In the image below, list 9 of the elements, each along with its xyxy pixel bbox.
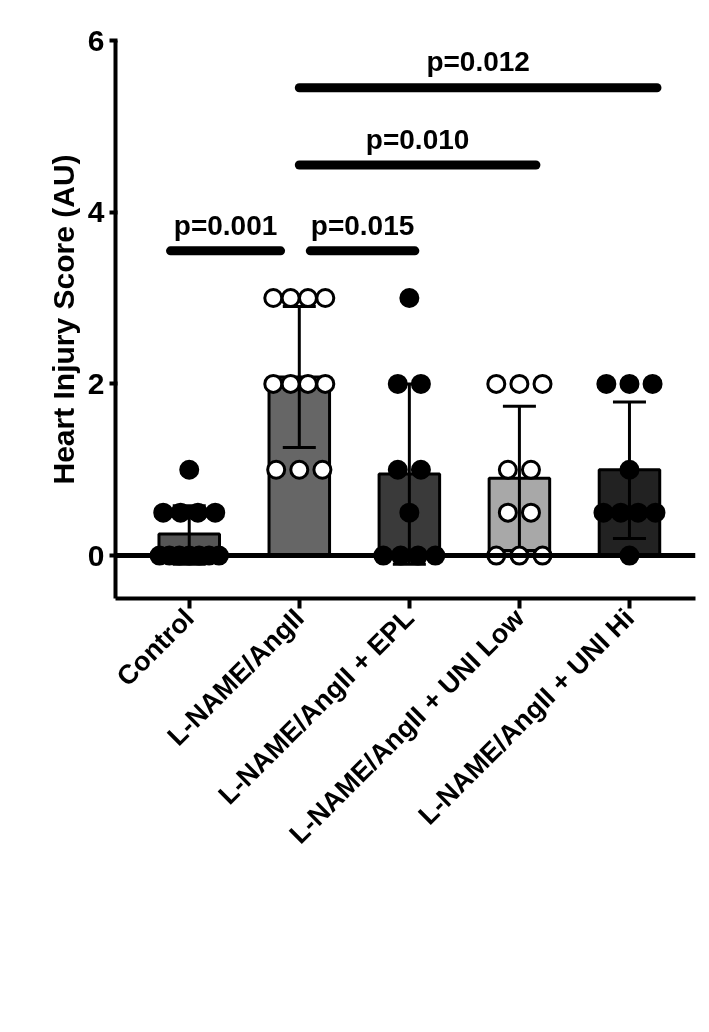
y-tick-label: 6 [87, 23, 105, 57]
annotation: p=0.012 [426, 46, 530, 78]
annotation: p=0.010 [365, 123, 470, 155]
annotation: p=0.015 [310, 209, 415, 241]
y-tick-label: 4 [87, 195, 105, 229]
y-tick-label: 2 [87, 366, 105, 400]
y-axis-title: Heart Injury Score (AU) [46, 154, 80, 485]
y-tick-label: 0 [87, 538, 105, 572]
annotation: p=0.001 [173, 209, 278, 241]
